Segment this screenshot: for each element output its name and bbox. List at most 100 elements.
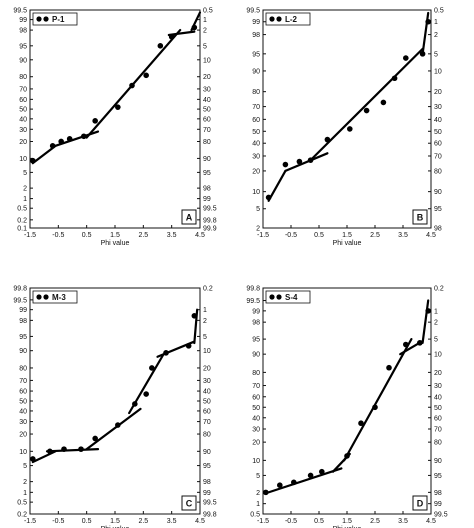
fit-segment: [45, 448, 100, 453]
data-point: [191, 312, 198, 319]
data-point: [30, 456, 36, 462]
left-tick-label: 98: [19, 28, 27, 35]
left-tick-label: 5: [23, 463, 27, 470]
panel-letter: A: [186, 213, 193, 223]
data-point: [66, 136, 73, 142]
x-tick-label: -1.5: [257, 232, 269, 239]
right-tick-label: 90: [203, 156, 211, 163]
left-tick-label: 60: [19, 389, 27, 396]
left-tick-label: 70: [252, 104, 260, 111]
legend-marker: [36, 16, 42, 22]
legend-marker: [43, 16, 49, 22]
right-tick-label: 60: [203, 116, 211, 123]
left-tick-label: 95: [252, 337, 260, 344]
right-tick-label: 70: [203, 127, 211, 134]
left-tick-label: 70: [19, 378, 27, 385]
x-tick-label: -1.5: [24, 518, 36, 525]
left-tick-label: 99.8: [246, 286, 260, 293]
x-tick-label: 4.5: [195, 232, 205, 239]
data-point: [47, 448, 53, 455]
data-point: [129, 82, 135, 89]
right-tick-label: 80: [434, 168, 442, 175]
left-tick-label: 60: [19, 97, 27, 104]
left-tick-label: 99: [252, 308, 260, 315]
left-tick-label: 99.5: [13, 297, 27, 304]
right-tick-label: 5: [434, 51, 438, 58]
x-tick-label: 0.5: [82, 518, 92, 525]
legend-marker: [43, 294, 49, 300]
left-tick-label: 95: [19, 334, 27, 341]
left-tick-label: 10: [19, 156, 27, 163]
right-tick-label: 2: [434, 320, 438, 327]
right-tick-label: 98: [434, 226, 442, 233]
panel-letter-box: [412, 209, 428, 225]
x-tick-label: 0.5: [314, 518, 324, 525]
left-tick-label: 40: [252, 141, 260, 148]
right-tick-label: 2: [434, 32, 438, 39]
data-point: [296, 158, 303, 165]
left-tick-label: 80: [19, 365, 27, 372]
fit-segment: [31, 144, 57, 165]
x-tick-label: -0.5: [285, 518, 297, 525]
plot-frame: [29, 9, 201, 229]
left-tick-label: 50: [252, 129, 260, 136]
left-tick-label: 95: [19, 43, 27, 50]
data-point: [78, 446, 84, 452]
data-point: [115, 104, 121, 110]
right-tick-label: 50: [203, 107, 211, 114]
left-tick-label: 0.5: [17, 500, 27, 507]
data-point: [265, 194, 272, 201]
left-tick-label: 2: [23, 479, 27, 486]
left-tick-label: 50: [19, 107, 27, 114]
left-tick-label: 10: [252, 458, 260, 465]
left-tick-label: 0.1: [17, 226, 27, 233]
x-tick-label: 4.5: [195, 518, 205, 525]
data-point: [291, 479, 297, 486]
left-tick-label: 60: [252, 117, 260, 124]
legend-marker: [269, 294, 275, 300]
right-tick-label: 99.5: [434, 512, 448, 519]
data-point: [115, 422, 121, 428]
left-tick-label: 70: [252, 383, 260, 390]
left-tick-label: 90: [19, 57, 27, 64]
data-point: [403, 55, 409, 61]
right-tick-label: 70: [434, 426, 442, 433]
chart-panel-c: 99.8 99.5 99 98 95 90 80 70 60 50 40 30 20 10 5 2 1 0.5 0.…: [13, 286, 216, 528]
left-tick-label: 40: [252, 415, 260, 422]
left-tick-label: 5: [256, 206, 260, 213]
data-point: [49, 143, 56, 149]
left-tick-label: 2: [23, 186, 27, 193]
left-tick-label: 50: [19, 399, 27, 406]
x-tick-label: -0.5: [52, 232, 64, 239]
x-tick-label: -0.5: [285, 232, 297, 239]
x-axis-title: Phi value: [333, 240, 362, 247]
right-tick-label: 10: [434, 352, 442, 359]
left-tick-label: 0.5: [17, 206, 27, 213]
legend-marker: [276, 294, 282, 300]
legend-box: [32, 12, 78, 26]
right-tick-label: 50: [434, 405, 442, 412]
panel-letter-box: [181, 495, 197, 511]
left-tick-label: 99.5: [13, 8, 27, 15]
legend-marker: [36, 294, 42, 300]
right-tick-label: 20: [434, 89, 442, 96]
data-point: [185, 343, 192, 349]
left-tick-label: 99: [19, 17, 27, 24]
panel-letter: B: [417, 213, 424, 223]
left-tick-label: 70: [19, 86, 27, 93]
left-tick-label: 20: [252, 440, 260, 447]
data-point: [191, 24, 198, 31]
right-tick-label: 95: [434, 473, 442, 480]
right-tick-label: 1: [203, 17, 207, 24]
right-tick-label: 30: [203, 378, 211, 385]
data-point: [157, 43, 164, 49]
data-point: [163, 350, 169, 356]
right-tick-label: 90: [434, 189, 442, 196]
right-tick-label: 40: [203, 389, 211, 396]
right-tick-label: 99: [203, 490, 211, 497]
panel-letter: C: [186, 499, 193, 509]
x-tick-label: 1.5: [342, 232, 352, 239]
plot-frame: [29, 287, 201, 515]
chart-panel-d: 99.8 99.5 99 98 95 90 80 70 60 50 40 30 20 10 5 2 1 0.5 0.…: [246, 286, 447, 528]
